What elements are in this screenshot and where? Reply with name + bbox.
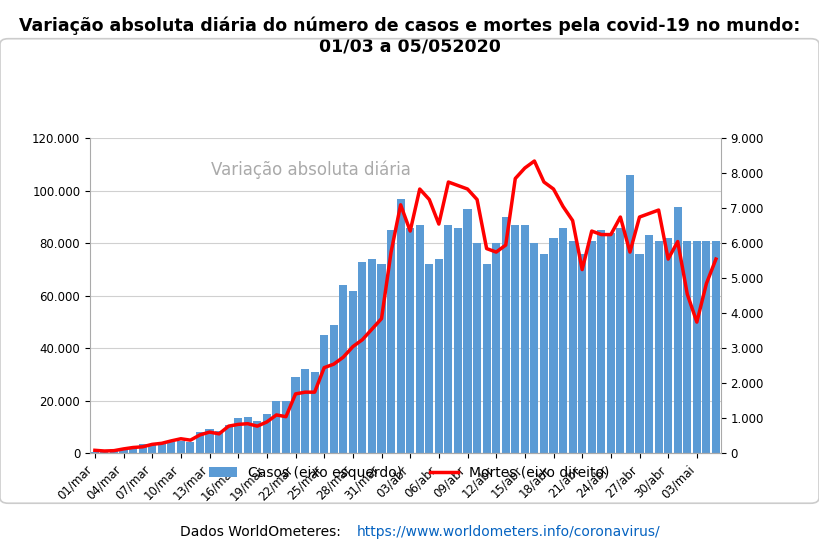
Bar [310, 372, 319, 453]
Bar [636, 254, 644, 453]
Text: Dados WorldOmeteres:: Dados WorldOmeteres: [180, 525, 350, 539]
Bar [674, 206, 681, 453]
Bar [511, 225, 519, 453]
Bar [158, 444, 165, 453]
Bar [177, 441, 185, 453]
Bar [234, 418, 242, 453]
Bar [406, 228, 414, 453]
Bar [693, 241, 701, 453]
Bar [654, 241, 663, 453]
Bar [138, 444, 147, 453]
Bar [273, 401, 280, 453]
Bar [626, 175, 634, 453]
Text: Variação absoluta diária: Variação absoluta diária [210, 160, 411, 179]
Bar [568, 241, 577, 453]
Bar [101, 452, 108, 453]
Bar [110, 448, 118, 453]
Bar [464, 209, 472, 453]
Bar [502, 217, 509, 453]
Text: https://www.worldometers.info/coronavirus/: https://www.worldometers.info/coronaviru… [356, 525, 660, 539]
Bar [339, 285, 347, 453]
Bar [120, 450, 128, 453]
Bar [588, 241, 595, 453]
Bar [683, 241, 691, 453]
Bar [645, 236, 653, 453]
Bar [378, 264, 386, 453]
Bar [292, 377, 300, 453]
Bar [224, 425, 233, 453]
Bar [196, 432, 204, 453]
Bar [148, 444, 156, 453]
Bar [435, 259, 443, 453]
Bar [664, 238, 672, 453]
Bar [244, 417, 251, 453]
Bar [597, 230, 605, 453]
Bar [330, 325, 337, 453]
Bar [445, 225, 452, 453]
Bar [482, 264, 491, 453]
Bar [425, 264, 433, 453]
Bar [454, 228, 462, 453]
Legend: Casos (eixo esquerdo), Mortes (eixo direito): Casos (eixo esquerdo), Mortes (eixo dire… [204, 460, 615, 485]
Bar [349, 291, 357, 453]
Bar [712, 241, 720, 453]
Bar [368, 259, 376, 453]
Bar [607, 233, 615, 453]
Bar [416, 225, 423, 453]
Text: Variação absoluta diária do número de casos e mortes pela covid-19 no mundo:
01/: Variação absoluta diária do número de ca… [19, 17, 800, 56]
Bar [617, 228, 624, 453]
Bar [396, 199, 405, 453]
Bar [578, 254, 586, 453]
Bar [187, 442, 194, 453]
Bar [282, 401, 290, 453]
Bar [559, 228, 567, 453]
Bar [301, 369, 309, 453]
Bar [263, 414, 271, 453]
Bar [703, 241, 710, 453]
Bar [206, 429, 214, 453]
Bar [492, 243, 500, 453]
Bar [540, 254, 548, 453]
Bar [521, 225, 529, 453]
Bar [473, 243, 481, 453]
Bar [550, 238, 558, 453]
Bar [215, 431, 223, 453]
Bar [167, 442, 175, 453]
Bar [129, 447, 137, 453]
Bar [91, 452, 99, 453]
Bar [531, 243, 538, 453]
Bar [320, 335, 328, 453]
Bar [387, 230, 395, 453]
Bar [253, 421, 261, 453]
Bar [359, 262, 366, 453]
